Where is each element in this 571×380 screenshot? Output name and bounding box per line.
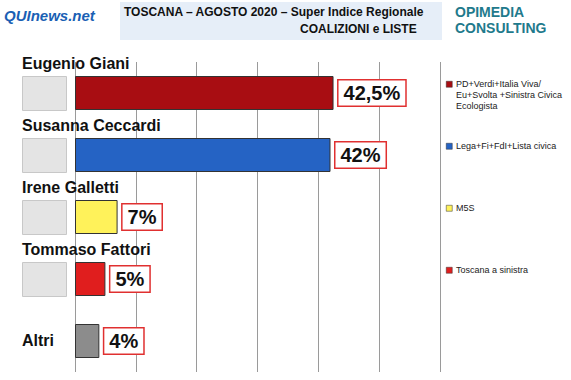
svg-text:Ecologista: Ecologista [456,101,498,111]
svg-text:42,5%: 42,5% [344,82,401,104]
svg-text:Susanna Ceccardi: Susanna Ceccardi [22,117,161,134]
svg-text:OPIMEDIA: OPIMEDIA [455,4,528,20]
svg-text:CONSULTING: CONSULTING [455,20,547,36]
svg-text:5%: 5% [115,268,144,290]
svg-text:M5S: M5S [456,203,475,213]
svg-text:4%: 4% [109,330,138,352]
svg-text:TOSCANA – AGOSTO 2020 – Super: TOSCANA – AGOSTO 2020 – Super Indice Reg… [124,5,424,19]
svg-text:7%: 7% [128,206,157,228]
svg-text:COALIZIONI e LISTE: COALIZIONI e LISTE [300,22,417,36]
svg-text:Altri: Altri [22,332,54,349]
svg-text:42%: 42% [341,144,381,166]
svg-text:Lega+Fi+FdI+Lista civica: Lega+Fi+FdI+Lista civica [456,141,556,151]
svg-text:QUInews.net: QUInews.net [4,7,96,24]
svg-text:PD+Verdi+Italia Viva/: PD+Verdi+Italia Viva/ [456,79,541,89]
svg-text:Eugenio Giani: Eugenio Giani [22,55,130,72]
svg-text:Tommaso Fattori: Tommaso Fattori [22,241,151,258]
svg-text:Irene Galletti: Irene Galletti [22,179,119,196]
svg-text:Toscana a sinistra: Toscana a sinistra [456,265,528,275]
svg-text:Eu+Svolta +Sinistra Civica: Eu+Svolta +Sinistra Civica [456,90,565,100]
